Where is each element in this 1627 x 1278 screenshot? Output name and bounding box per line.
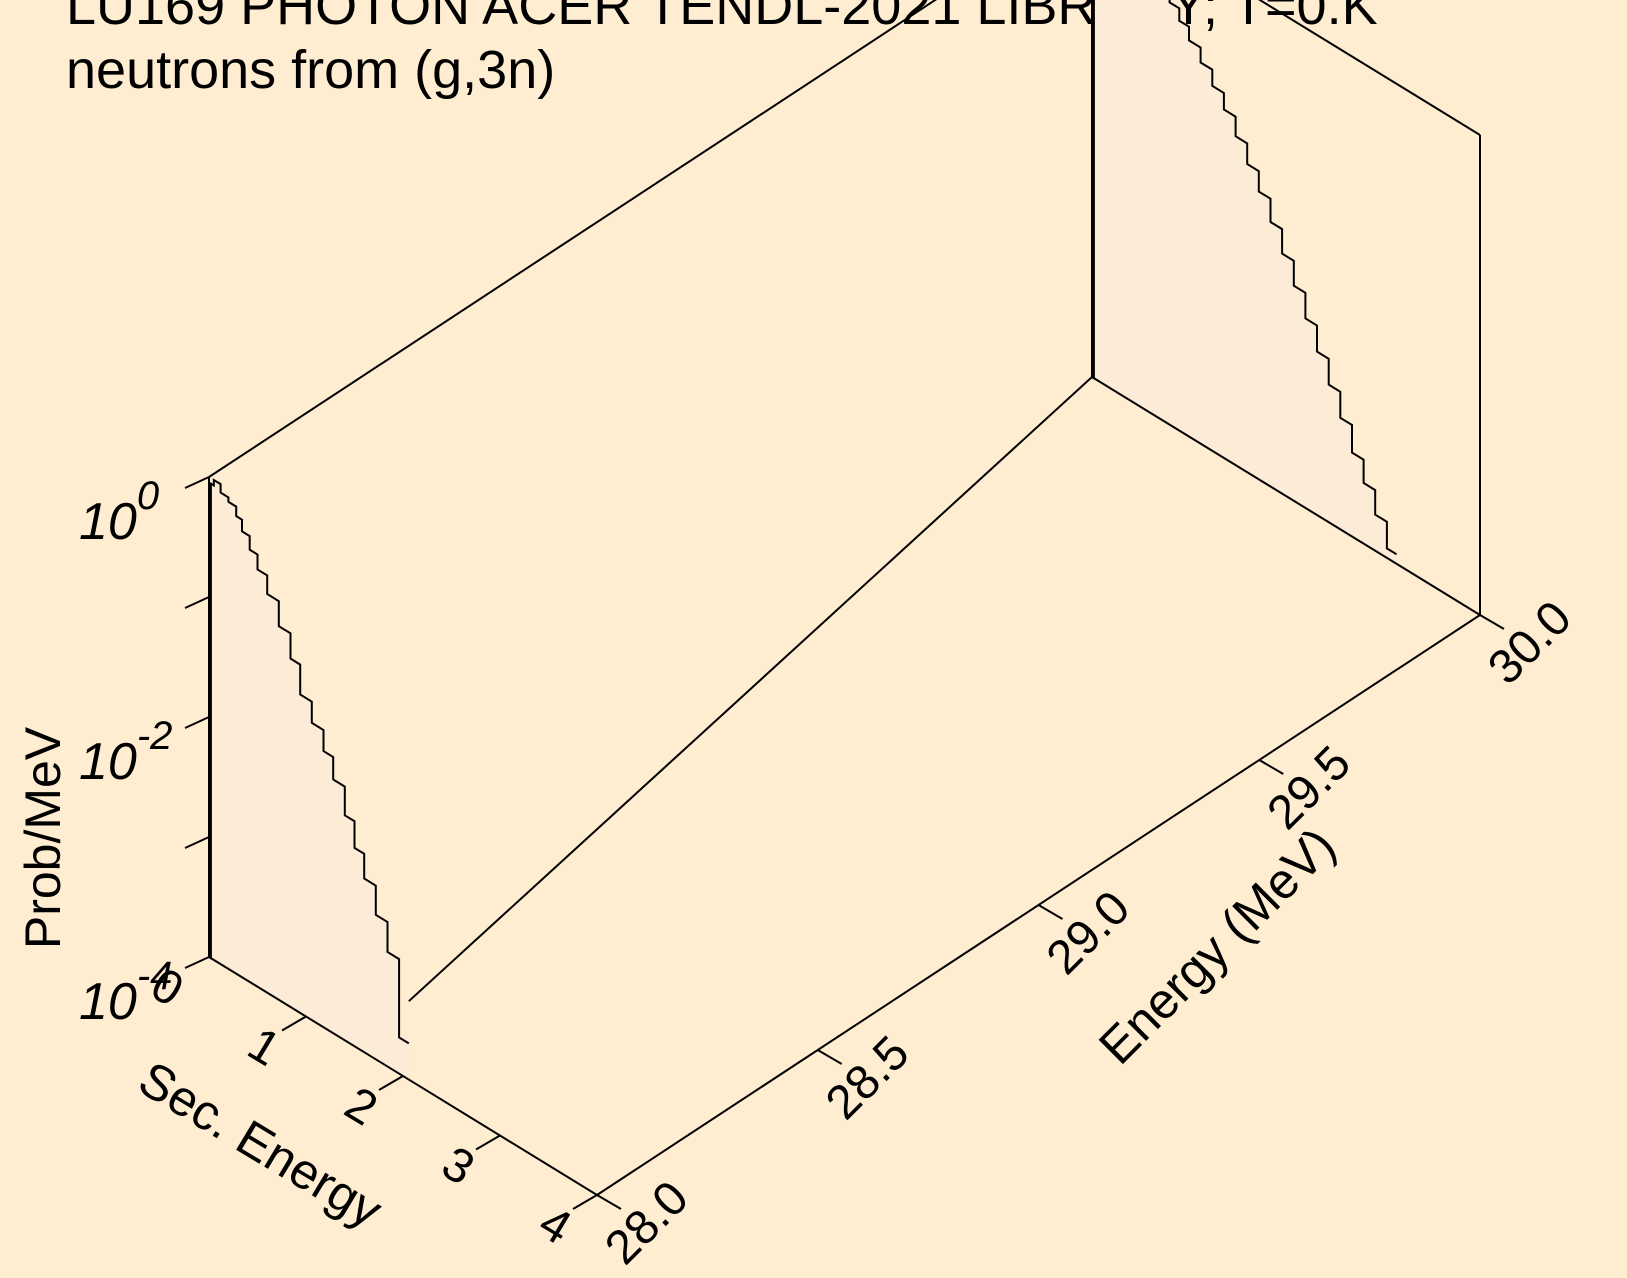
x-tick <box>378 1075 404 1091</box>
z-tick-exponent: -4 <box>137 954 173 998</box>
series-line-1 <box>1091 0 1398 556</box>
chart-subtitle: neutrons from (g,3n) <box>66 40 556 100</box>
back-top-edge <box>1258 0 1481 136</box>
series-fill-1 <box>1092 0 1397 564</box>
y-tick <box>1479 614 1505 630</box>
x-tick <box>475 1134 501 1151</box>
x-tick <box>572 1194 598 1210</box>
z-tick <box>184 476 210 489</box>
x-tick <box>281 1015 307 1032</box>
z-tick-label: 100 <box>79 474 159 551</box>
y-tick <box>1258 759 1284 775</box>
x-axis-label: Sec. Energy <box>129 1050 391 1238</box>
top-back-edge <box>208 0 938 478</box>
baseline-connector <box>408 376 1093 1002</box>
y-tick <box>596 1194 622 1210</box>
z-tick-label: 10-2 <box>79 714 172 791</box>
x-tick-label: 1 <box>239 1018 289 1077</box>
z-tick-exponent: 0 <box>137 474 159 518</box>
y-tick <box>1037 904 1064 920</box>
z-tick-exponent: -2 <box>137 714 173 758</box>
series-line-0 <box>208 478 410 1045</box>
series-fill-0 <box>209 480 409 1080</box>
x-tick-label: 4 <box>530 1196 580 1255</box>
back-bottom-edge <box>1091 376 1481 616</box>
z-axis-label: Prob/MeV <box>15 726 71 949</box>
y-axis-label: Energy (MeV) <box>1088 817 1346 1075</box>
y-tick-label: 30.0 <box>1478 591 1582 695</box>
z-tick <box>184 596 210 609</box>
x-tick-label: 3 <box>433 1137 483 1196</box>
y-tick <box>817 1049 843 1065</box>
z-tick <box>184 836 210 849</box>
z-tick <box>184 956 210 969</box>
x-tick-label: 2 <box>336 1077 386 1136</box>
z-tick <box>184 716 210 729</box>
